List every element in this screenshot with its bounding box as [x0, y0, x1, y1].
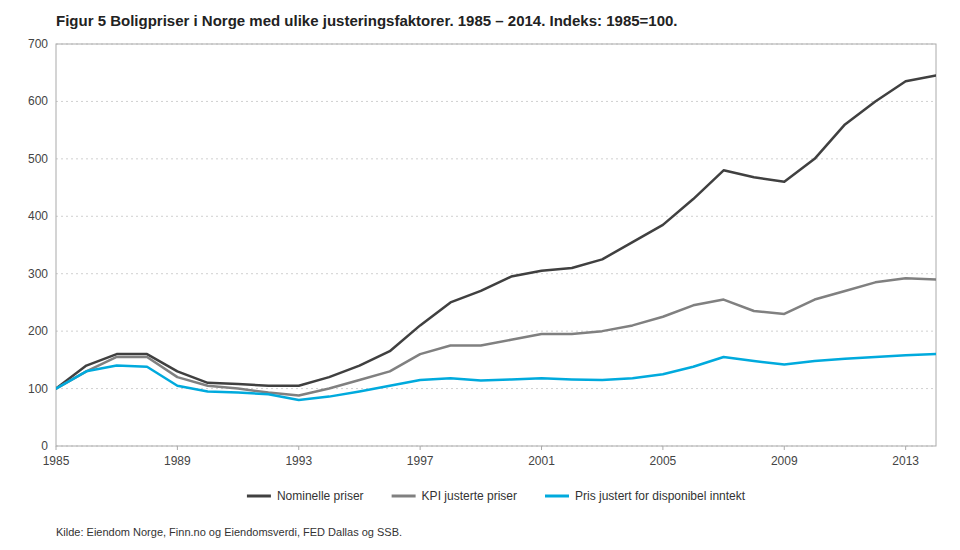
grid-line [56, 331, 936, 332]
x-tick [298, 446, 299, 450]
x-tick [905, 446, 906, 450]
legend-item: Nominelle priser [247, 489, 364, 503]
y-tick-label: 400 [28, 209, 48, 223]
legend-swatch [247, 495, 271, 498]
chart: Figur 5 Boligpriser i Norge med ulike ju… [0, 0, 960, 550]
y-tick-label: 200 [28, 324, 48, 338]
legend-swatch [392, 495, 416, 498]
x-tick-label: 1989 [164, 454, 191, 468]
x-tick-label: 2005 [650, 454, 677, 468]
legend-item: Pris justert for disponibel inntekt [545, 489, 746, 503]
legend-label: Pris justert for disponibel inntekt [575, 489, 746, 503]
annotation: Kilde: Eiendom Norge, Finn.no og Eiendom… [56, 526, 402, 538]
series-line [56, 278, 936, 395]
x-tick [541, 446, 542, 450]
legend: Nominelle priser KPI justerte priser Pris … [247, 489, 746, 503]
y-tick-label: 600 [28, 94, 48, 108]
x-tick-label: 2013 [892, 454, 919, 468]
legend-label: Nominelle priser [277, 489, 364, 503]
x-tick-label: 1985 [43, 454, 70, 468]
grid-line [56, 101, 936, 102]
x-tick-label: 2001 [528, 454, 555, 468]
grid-line [56, 158, 936, 159]
x-tick [662, 446, 663, 450]
x-tick-label: 1993 [285, 454, 312, 468]
y-tick-label: 300 [28, 267, 48, 281]
grid-line [56, 216, 936, 217]
y-tick-label: 500 [28, 152, 48, 166]
plot-frame [56, 44, 936, 446]
grid-line [56, 273, 936, 274]
y-tick-label: 100 [28, 382, 48, 396]
legend-label: KPI justerte priser [422, 489, 517, 503]
series-group [56, 76, 936, 400]
title: Figur 5 Boligpriser i Norge med ulike ju… [56, 12, 678, 29]
series-line [56, 354, 936, 400]
x-tick [784, 446, 785, 450]
legend-item: KPI justerte priser [392, 489, 517, 503]
y-tick-label: 700 [28, 37, 48, 51]
x-tick [56, 446, 57, 450]
x-tick [420, 446, 421, 450]
x-tick [177, 446, 178, 450]
grid [56, 44, 936, 446]
legend-swatch [545, 495, 569, 498]
x-tick-label: 2009 [771, 454, 798, 468]
x-tick-label: 1997 [407, 454, 434, 468]
y-tick-label: 0 [41, 439, 48, 453]
